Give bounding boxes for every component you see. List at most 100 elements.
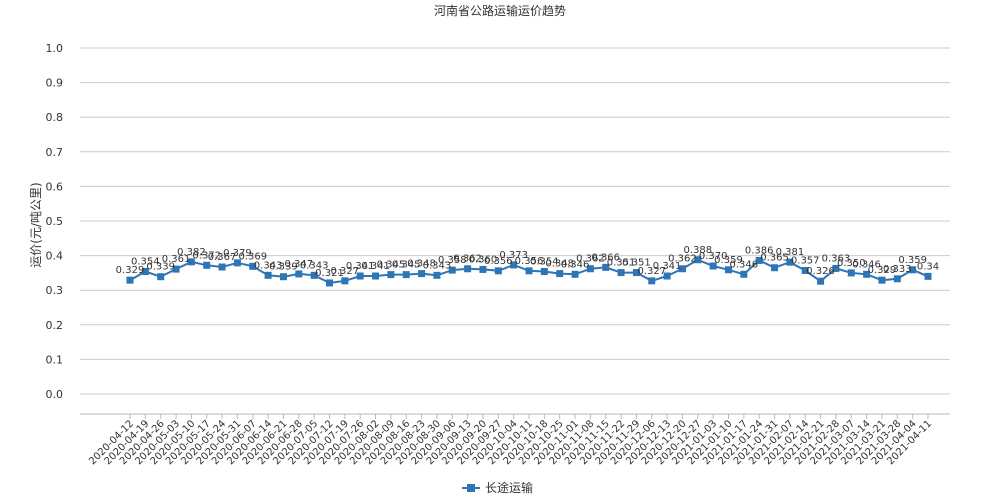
data-point-marker xyxy=(663,272,671,280)
data-point-label: 0.329 xyxy=(868,265,897,276)
data-point-marker xyxy=(126,276,134,284)
data-point-marker xyxy=(510,261,518,269)
data-point-marker xyxy=(433,271,441,279)
data-point-marker xyxy=(832,264,840,272)
data-point-label: 0.359 xyxy=(714,255,743,266)
data-point-label: 0.329 xyxy=(116,265,145,276)
y-tick-label: 0.4 xyxy=(46,250,64,263)
data-point-label: 0.341 xyxy=(361,261,390,272)
data-point-marker xyxy=(924,272,932,280)
data-point-label: 0.321 xyxy=(315,268,344,279)
data-point-label: 0.362 xyxy=(453,254,482,265)
data-point-label: 0.356 xyxy=(515,256,544,267)
data-point-label: 0.339 xyxy=(146,262,175,273)
data-point-marker xyxy=(556,270,564,278)
data-point-marker xyxy=(387,271,395,279)
series-markers xyxy=(126,256,932,287)
data-point-marker xyxy=(878,276,886,284)
y-tick-label: 0.5 xyxy=(46,215,64,228)
y-tick-label: 0.3 xyxy=(46,284,64,297)
y-tick-label: 0.0 xyxy=(46,388,64,401)
y-axis-ticks: 0.0 0.1 0.2 0.3 0.4 0.5 0.6 0.7 0.8 0.9 1.0 xyxy=(46,42,64,401)
data-point-label: 0.341 xyxy=(653,261,682,272)
y-tick-label: 0.1 xyxy=(46,353,64,366)
data-point-label: 0.360 xyxy=(469,254,498,265)
data-point-marker xyxy=(863,270,871,278)
data-point-label: 0.386 xyxy=(745,245,774,256)
data-point-label: 0.363 xyxy=(822,253,851,264)
y-tick-label: 1.0 xyxy=(46,42,64,55)
data-point-marker xyxy=(740,270,748,278)
data-point-marker xyxy=(602,263,610,271)
data-point-label: 0.362 xyxy=(576,254,605,265)
data-point-label: 0.346 xyxy=(730,259,759,270)
data-point-label: 0.345 xyxy=(392,260,421,271)
data-point-marker xyxy=(464,265,472,273)
data-point-label: 0.343 xyxy=(423,260,452,271)
data-point-label: 0.346 xyxy=(561,259,590,270)
y-tick-label: 0.9 xyxy=(46,77,64,90)
data-labels: 0.3290.3540.3390.3610.3820.3720.3670.379… xyxy=(116,245,939,279)
data-point-label: 0.333 xyxy=(883,264,912,275)
data-point-label: 0.343 xyxy=(300,260,329,271)
data-point-marker xyxy=(448,266,456,274)
legend-square-icon xyxy=(467,484,475,492)
data-point-label: 0.348 xyxy=(545,259,574,270)
data-point-label: 0.359 xyxy=(898,255,927,266)
data-point-label: 0.354 xyxy=(131,257,160,268)
data-point-label: 0.362 xyxy=(668,254,697,265)
y-axis-label: 运价(元/吨公里) xyxy=(29,182,43,267)
data-point-label: 0.367 xyxy=(208,252,237,263)
data-point-label: 0.366 xyxy=(591,252,620,263)
data-point-label: 0.369 xyxy=(238,251,267,262)
data-point-label: 0.351 xyxy=(607,258,636,269)
y-tick-label: 0.6 xyxy=(46,180,64,193)
data-point-label: 0.327 xyxy=(331,266,360,277)
data-point-label: 0.347 xyxy=(284,259,313,270)
data-point-label: 0.339 xyxy=(269,262,298,273)
legend: 长途运输 xyxy=(462,480,533,495)
data-point-label: 0.358 xyxy=(438,255,467,266)
data-point-marker xyxy=(909,266,917,274)
data-point-marker xyxy=(402,271,410,279)
data-point-marker xyxy=(632,269,640,277)
y-tick-label: 0.7 xyxy=(46,146,64,159)
data-point-marker xyxy=(172,265,180,273)
data-point-marker xyxy=(310,271,318,279)
data-point-marker xyxy=(479,265,487,273)
data-point-label: 0.357 xyxy=(791,255,820,266)
data-point-label: 0.379 xyxy=(223,248,252,259)
grid-lines xyxy=(80,47,950,395)
y-tick-label: 0.8 xyxy=(46,111,64,124)
data-point-label: 0.373 xyxy=(499,250,528,261)
data-point-label: 0.370 xyxy=(699,251,728,262)
data-point-marker xyxy=(418,270,426,278)
legend-label: 长途运输 xyxy=(485,480,533,495)
data-point-label: 0.326 xyxy=(806,266,835,277)
data-point-marker xyxy=(678,265,686,273)
data-point-marker xyxy=(372,272,380,280)
data-point-label: 0.343 xyxy=(254,260,283,271)
x-axis-ticks: 2020-04-122020-04-192020-04-262020-05-03… xyxy=(87,414,934,467)
data-point-marker xyxy=(694,256,702,264)
data-point-label: 0.354 xyxy=(530,257,559,268)
data-point-marker xyxy=(187,258,195,266)
chart-title: 河南省公路运输运价趋势 xyxy=(434,3,566,18)
data-point-marker xyxy=(218,263,226,271)
data-point-marker xyxy=(233,259,241,267)
data-point-label: 0.351 xyxy=(622,258,651,269)
data-point-marker xyxy=(356,272,364,280)
data-point-marker xyxy=(617,269,625,277)
data-point-marker xyxy=(648,277,656,285)
data-point-marker xyxy=(494,267,502,275)
data-point-marker xyxy=(571,270,579,278)
data-point-marker xyxy=(817,277,825,285)
data-point-marker xyxy=(141,268,149,276)
data-point-marker xyxy=(755,256,763,264)
data-point-marker xyxy=(847,269,855,277)
data-point-marker xyxy=(725,266,732,274)
data-point-marker xyxy=(540,268,548,276)
data-point-marker xyxy=(341,277,349,285)
data-point-label: 0.341 xyxy=(346,261,375,272)
